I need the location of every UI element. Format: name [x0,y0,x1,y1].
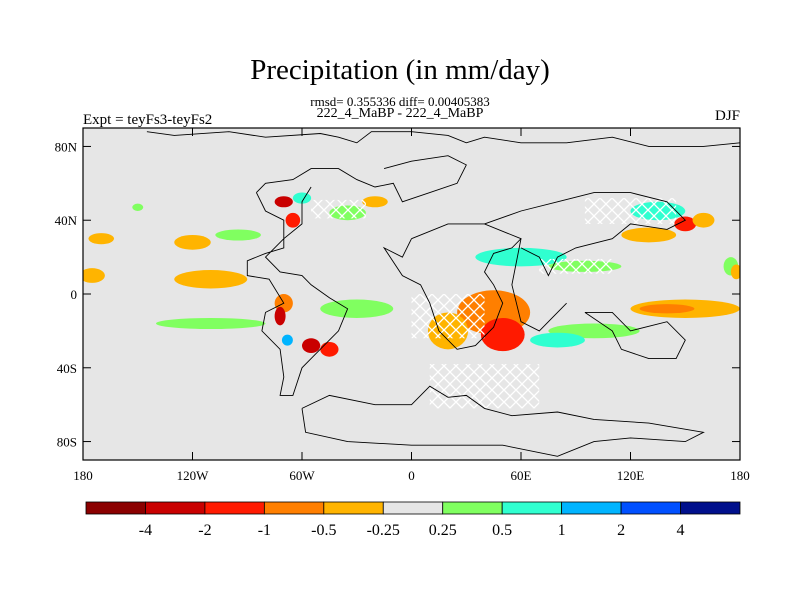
colorbar-label: 4 [677,522,685,539]
colorbar-swatch [85,501,146,515]
anomaly-patch [174,270,248,289]
x-tick-label: 60W [289,468,315,483]
x-axis: 180 120W 60W 0 60E 120E 180 [73,128,750,483]
colorbar-label: -4 [139,522,152,539]
anomaly-patch [730,264,740,280]
colorbar-swatch [442,501,503,515]
colorbar-label: 0.25 [429,522,457,539]
case-line: 222_4_MaBP - 222_4_MaBP [316,106,484,121]
anomaly-patch [320,341,339,357]
y-axis: 80N 40N 0 40S 80S [55,139,740,450]
x-tick-label: 120E [617,468,645,483]
hatch-region [311,199,366,219]
anomaly-patch [285,212,301,228]
anomaly-patch [530,332,585,348]
stats-line: rmsd= 0.355336 diff= 0.00405383 [310,94,490,109]
anomaly-patch [281,334,293,346]
y-tick-label: 80N [55,139,78,154]
coastline [301,385,705,457]
coastline [246,186,349,396]
x-tick-label: 180 [730,468,750,483]
anomaly-patch [320,299,394,318]
y-tick-label: 40N [55,213,78,228]
hatch-region [584,198,677,224]
colorbar-swatch [323,501,384,515]
anomaly-patch [274,196,293,208]
y-tick-label: 40S [57,361,77,376]
coastline [256,155,467,203]
x-tick-label: 0 [408,468,415,483]
colorbar-swatch [561,501,622,515]
colorbar: -4 -2 -1 -0.5 -0.25 0.25 0.5 1 2 4 [85,501,741,539]
coastline [146,131,740,147]
colorbar-swatch [263,501,325,515]
anomaly-patch [156,317,266,330]
colorbar-swatch [620,501,681,515]
colorbar-swatch [680,501,741,515]
anomaly-patch [674,216,697,232]
x-tick-label: 180 [73,468,93,483]
anomaly-patch [362,196,388,208]
chart-title: Precipitation (in mm/day) [250,54,550,86]
colorbar-label: -0.5 [311,522,336,539]
colorbar-label: -2 [198,522,211,539]
anomaly-patch [692,212,715,228]
experiment-label: Expt = teyFs3-teyFs2 [83,112,213,128]
anomaly-patch [132,203,144,211]
anomaly-patch [480,317,525,352]
colorbar-swatch [501,501,563,515]
anomaly-patch [88,233,115,245]
coastlines [146,131,740,457]
hatch-region [539,258,613,274]
coastline [584,311,686,360]
y-tick-label: 80S [57,435,77,450]
colorbar-swatch [204,501,265,515]
x-tick-label: 120W [177,468,210,483]
colorbar-label: -1 [258,522,271,539]
x-tick-label: 60E [511,468,532,483]
anomaly-patch [274,306,286,326]
season-label: DJF [714,108,740,124]
anomaly-patch [302,338,321,354]
colorbar-label: 2 [617,522,625,539]
coastline [484,192,687,277]
anomaly-patch [639,304,695,314]
anomaly-patch [292,192,312,204]
colorbar-swatch [382,501,444,515]
significance-hatching [311,198,677,409]
anomaly-patch [83,268,105,283]
hatch-region [429,364,540,409]
colorbar-label: 0.5 [492,522,512,539]
colorbar-label: -0.25 [367,522,400,539]
anomaly-patch [215,229,261,241]
colorbar-label: 1 [558,522,566,539]
colorbar-swatch [145,501,206,515]
coastline [511,238,567,332]
anomaly-patch [621,227,677,243]
hatch-region [411,294,485,339]
anomaly-patch [174,234,211,250]
y-tick-label: 0 [71,287,78,302]
